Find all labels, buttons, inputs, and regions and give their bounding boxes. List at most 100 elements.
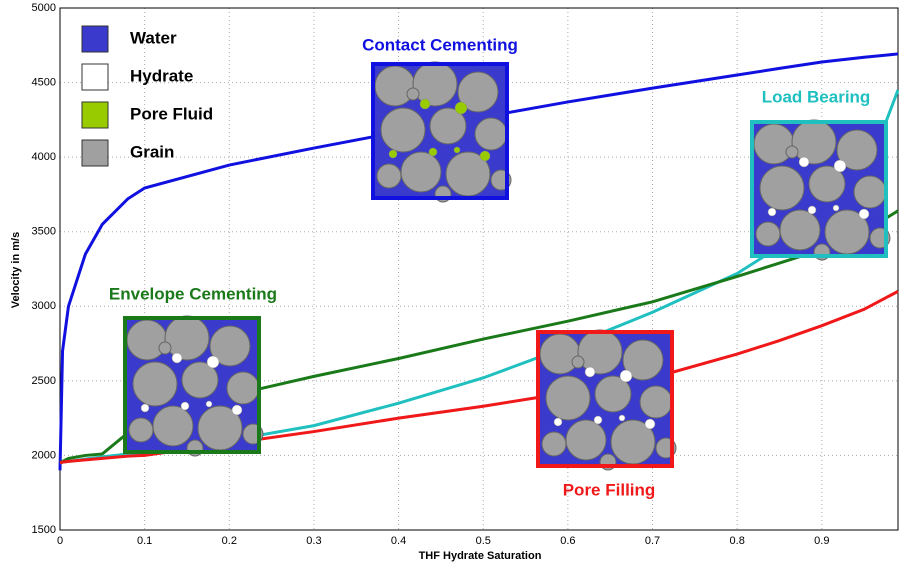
pore-material [584,366,596,378]
x-tick-label: 0.6 [560,535,575,547]
pore-material [453,146,461,154]
grain [132,361,178,407]
grain [594,375,632,413]
grain [209,325,251,367]
grain [429,107,467,145]
legend-swatch [81,101,109,129]
legend-label: Water [130,28,177,47]
inset-illustration [536,329,677,471]
x-tick-label: 0.2 [222,535,237,547]
x-tick-label: 0 [57,535,63,547]
pore-material [619,369,633,383]
x-tick-label: 0.4 [391,535,406,547]
x-tick-label: 0.9 [814,535,829,547]
grain [622,339,664,381]
grain [226,371,260,405]
y-tick-label: 2500 [32,375,56,387]
grain [639,385,673,419]
x-tick-label: 0.7 [645,535,660,547]
y-axis-label: Velocity in m/s [10,232,22,308]
y-tick-label: 5000 [32,2,56,14]
grain [126,319,168,361]
pore-material [832,204,840,212]
grain [539,333,581,375]
series-annotation: Contact Cementing [362,35,518,54]
pore-material [798,156,810,168]
x-axis-label: THF Hydrate Saturation [419,550,542,562]
y-tick-label: 4500 [32,76,56,88]
inset-illustration [123,315,264,457]
grain [374,65,416,107]
legend-swatch [81,25,109,53]
pore-material [171,352,183,364]
grain [474,117,508,151]
grain [545,375,591,421]
pore-material [593,415,603,425]
inset-illustration [371,61,512,203]
inset-border [371,62,509,200]
grain [565,419,607,461]
pore-material [644,418,656,430]
inset-border [123,316,261,454]
grain [400,151,442,193]
legend-swatch [81,63,109,91]
line [59,209,899,465]
pore-material [553,417,563,427]
pore-material [140,403,150,413]
y-tick-label: 2000 [32,449,56,461]
grain [571,355,585,369]
grain [376,163,402,189]
pore-material [833,159,847,173]
grain [759,165,805,211]
grain [128,417,154,443]
grain [577,329,623,375]
pore-material [767,207,777,217]
legend-label: Grain [130,142,174,161]
inset-border [750,120,888,258]
legend-label: Pore Fluid [130,104,213,123]
grain [380,107,426,153]
x-tick-label: 0.8 [730,535,745,547]
grain [753,123,795,165]
y-tick-label: 1500 [32,524,56,536]
pore-material [454,101,468,115]
y-tick-label: 3000 [32,300,56,312]
grain [164,315,210,361]
grain [457,71,499,113]
line [58,52,899,471]
pore-material [206,355,220,369]
series-annotation: Load Bearing [762,87,871,106]
grain [158,341,172,355]
pore-material [231,404,243,416]
grain [181,361,219,399]
grain [785,145,799,159]
plot-frame [59,7,899,531]
x-tick-label: 0.1 [137,535,152,547]
grain [853,175,887,209]
line [59,290,899,465]
grain [779,209,821,251]
pore-material [428,147,438,157]
grain [755,221,781,247]
x-tick-label: 0.5 [476,535,491,547]
inset-illustration [750,119,891,261]
grain [808,165,846,203]
pore-material [205,400,213,408]
grain [541,431,567,457]
pore-material [180,401,190,411]
pore-material [807,205,817,215]
pore-material [858,208,870,220]
grain [791,119,837,165]
grain [152,405,194,447]
pore-material [618,414,626,422]
grain [412,61,458,107]
y-tick-label: 4000 [32,151,56,163]
pore-material [419,98,431,110]
pore-material [479,150,491,162]
y-tick-label: 3500 [32,226,56,238]
inset-border [536,330,674,468]
grain [406,87,420,101]
grain [836,129,878,171]
pore-material [388,149,398,159]
